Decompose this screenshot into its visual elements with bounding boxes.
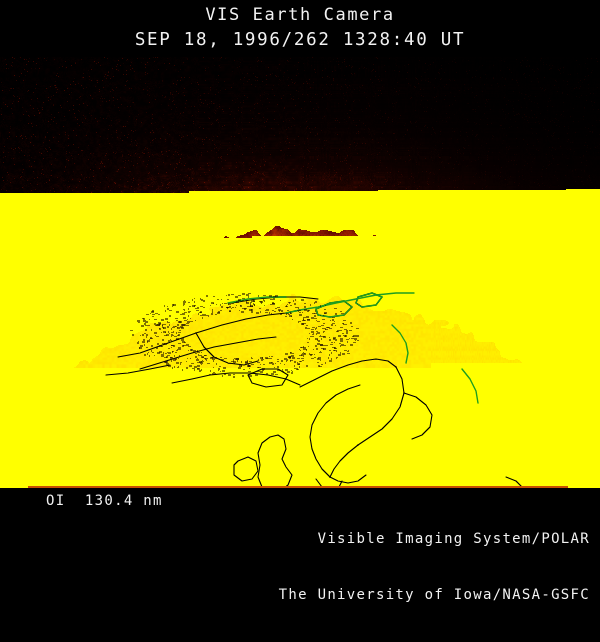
observation-datetime: SEP 18, 1996/262 1328:40 UT — [134, 30, 466, 50]
vis-earth-camera-screenshot: VIS Earth Camera SEP 18, 1996/262 1328:4… — [0, 0, 600, 603]
earth-image-panel — [0, 57, 600, 488]
footer: OI 130.4 nm Visible Imaging System/POLAR… — [0, 489, 600, 603]
header: VIS Earth Camera SEP 18, 1996/262 1328:4… — [0, 0, 600, 56]
institution-label: The University of Iowa/NASA-GSFC — [278, 587, 590, 603]
emission-line-label: OI 130.4 nm — [46, 493, 163, 509]
credits: Visible Imaging System/POLAR The Univers… — [279, 492, 590, 642]
earth-limb-uv-image — [0, 57, 600, 488]
page-title: VIS Earth Camera — [205, 5, 395, 25]
instrument-label: Visible Imaging System/POLAR — [317, 531, 590, 547]
